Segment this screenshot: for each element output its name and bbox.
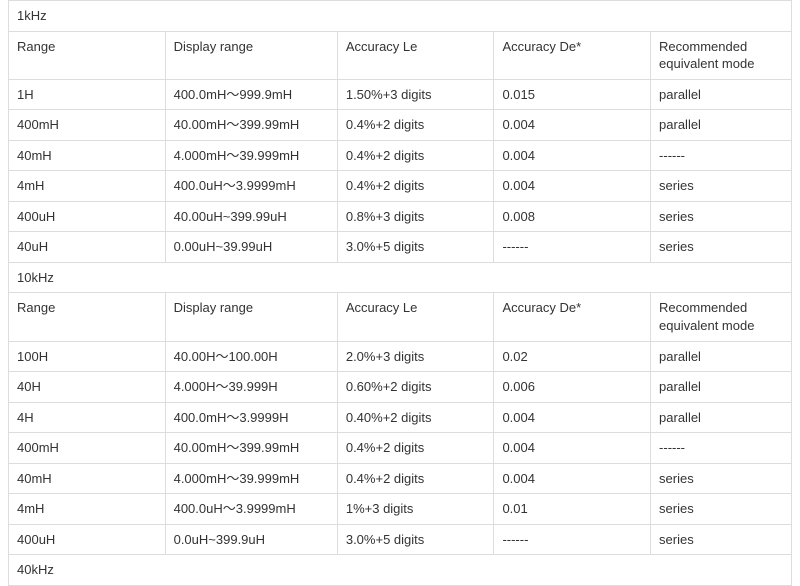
cell-mode: series: [651, 232, 792, 263]
cell-de: 0.004: [494, 402, 651, 433]
cell-le: 0.4%+2 digits: [337, 463, 494, 494]
cell-mode: parallel: [651, 402, 792, 433]
section-title: 10kHz: [9, 262, 792, 293]
cell-mode: series: [651, 171, 792, 202]
cell-de: 0.01: [494, 494, 651, 525]
cell-de: 0.004: [494, 433, 651, 464]
col-range: Range: [9, 293, 166, 341]
cell-range: 400uH: [9, 201, 166, 232]
col-recommended-mode: Recommended equivalent mode: [651, 293, 792, 341]
cell-display: 4.000H～39.999H: [165, 372, 337, 403]
section-title-row: 40kHz: [9, 555, 792, 586]
cell-display: 0.00uH~39.99uH: [165, 232, 337, 263]
cell-display: 400.0mH～999.9mH: [165, 79, 337, 110]
header-row: Range Display range Accuracy Le Accuracy…: [9, 31, 792, 79]
cell-display: 400.0uH～3.9999mH: [165, 494, 337, 525]
cell-de: 0.004: [494, 110, 651, 141]
cell-le: 2.0%+3 digits: [337, 341, 494, 372]
col-recommended-mode: Recommended equivalent mode: [651, 31, 792, 79]
col-accuracy-de: Accuracy De*: [494, 293, 651, 341]
cell-mode: series: [651, 524, 792, 555]
cell-range: 100H: [9, 341, 166, 372]
section-title-row: 1kHz: [9, 1, 792, 32]
table-row: 40uH 0.00uH~39.99uH 3.0%+5 digits ------…: [9, 232, 792, 263]
table-row: 400uH 0.0uH~399.9uH 3.0%+5 digits ------…: [9, 524, 792, 555]
section-title: 1kHz: [9, 1, 792, 32]
cell-range: 1H: [9, 79, 166, 110]
col-range: Range: [9, 31, 166, 79]
table-row: 40H 4.000H～39.999H 0.60%+2 digits 0.006 …: [9, 372, 792, 403]
col-accuracy-le: Accuracy Le: [337, 31, 494, 79]
cell-range: 40uH: [9, 232, 166, 263]
cell-mode: series: [651, 463, 792, 494]
spec-table: 1kHz Range Display range Accuracy Le Acc…: [8, 0, 792, 586]
col-accuracy-de: Accuracy De*: [494, 31, 651, 79]
cell-le: 0.4%+2 digits: [337, 140, 494, 171]
cell-de: 0.004: [494, 171, 651, 202]
cell-le: 0.8%+3 digits: [337, 201, 494, 232]
cell-display: 40.00mH～399.99mH: [165, 433, 337, 464]
cell-range: 400uH: [9, 524, 166, 555]
cell-display: 4.000mH～39.999mH: [165, 140, 337, 171]
table-row: 4mH 400.0uH～3.9999mH 0.4%+2 digits 0.004…: [9, 171, 792, 202]
cell-le: 0.4%+2 digits: [337, 171, 494, 202]
cell-mode: parallel: [651, 372, 792, 403]
cell-le: 0.4%+2 digits: [337, 433, 494, 464]
cell-mode: ------: [651, 433, 792, 464]
cell-range: 4mH: [9, 494, 166, 525]
cell-mode: series: [651, 201, 792, 232]
table-row: 400uH 40.00uH~399.99uH 0.8%+3 digits 0.0…: [9, 201, 792, 232]
cell-le: 1%+3 digits: [337, 494, 494, 525]
cell-de: 0.006: [494, 372, 651, 403]
cell-range: 40mH: [9, 140, 166, 171]
col-accuracy-le: Accuracy Le: [337, 293, 494, 341]
table-row: 40mH 4.000mH～39.999mH 0.4%+2 digits 0.00…: [9, 463, 792, 494]
col-display-range: Display range: [165, 293, 337, 341]
col-display-range: Display range: [165, 31, 337, 79]
cell-range: 400mH: [9, 110, 166, 141]
table-row: 400mH 40.00mH～399.99mH 0.4%+2 digits 0.0…: [9, 433, 792, 464]
cell-de: 0.015: [494, 79, 651, 110]
cell-le: 0.40%+2 digits: [337, 402, 494, 433]
cell-le: 1.50%+3 digits: [337, 79, 494, 110]
table-row: 100H 40.00H～100.00H 2.0%+3 digits 0.02 p…: [9, 341, 792, 372]
cell-mode: parallel: [651, 341, 792, 372]
section-title-row: 10kHz: [9, 262, 792, 293]
cell-de: 0.004: [494, 140, 651, 171]
cell-display: 400.0uH～3.9999mH: [165, 171, 337, 202]
cell-le: 0.60%+2 digits: [337, 372, 494, 403]
cell-mode: parallel: [651, 110, 792, 141]
cell-le: 0.4%+2 digits: [337, 110, 494, 141]
table-row: 400mH 40.00mH～399.99mH 0.4%+2 digits 0.0…: [9, 110, 792, 141]
cell-range: 4mH: [9, 171, 166, 202]
table-row: 4mH 400.0uH～3.9999mH 1%+3 digits 0.01 se…: [9, 494, 792, 525]
table-row: 4H 400.0mH～3.9999H 0.40%+2 digits 0.004 …: [9, 402, 792, 433]
cell-range: 40mH: [9, 463, 166, 494]
cell-le: 3.0%+5 digits: [337, 524, 494, 555]
cell-range: 40H: [9, 372, 166, 403]
cell-display: 4.000mH～39.999mH: [165, 463, 337, 494]
cell-de: 0.008: [494, 201, 651, 232]
cell-de: 0.02: [494, 341, 651, 372]
cell-de: ------: [494, 232, 651, 263]
cell-display: 400.0mH～3.9999H: [165, 402, 337, 433]
table-row: 40mH 4.000mH～39.999mH 0.4%+2 digits 0.00…: [9, 140, 792, 171]
cell-de: ------: [494, 524, 651, 555]
cell-range: 4H: [9, 402, 166, 433]
cell-mode: ------: [651, 140, 792, 171]
table-row: 1H 400.0mH～999.9mH 1.50%+3 digits 0.015 …: [9, 79, 792, 110]
cell-mode: series: [651, 494, 792, 525]
cell-display: 40.00H～100.00H: [165, 341, 337, 372]
cell-display: 40.00mH～399.99mH: [165, 110, 337, 141]
cell-range: 400mH: [9, 433, 166, 464]
cell-le: 3.0%+5 digits: [337, 232, 494, 263]
header-row: Range Display range Accuracy Le Accuracy…: [9, 293, 792, 341]
cell-display: 0.0uH~399.9uH: [165, 524, 337, 555]
cell-de: 0.004: [494, 463, 651, 494]
section-title: 40kHz: [9, 555, 792, 586]
cell-mode: parallel: [651, 79, 792, 110]
cell-display: 40.00uH~399.99uH: [165, 201, 337, 232]
